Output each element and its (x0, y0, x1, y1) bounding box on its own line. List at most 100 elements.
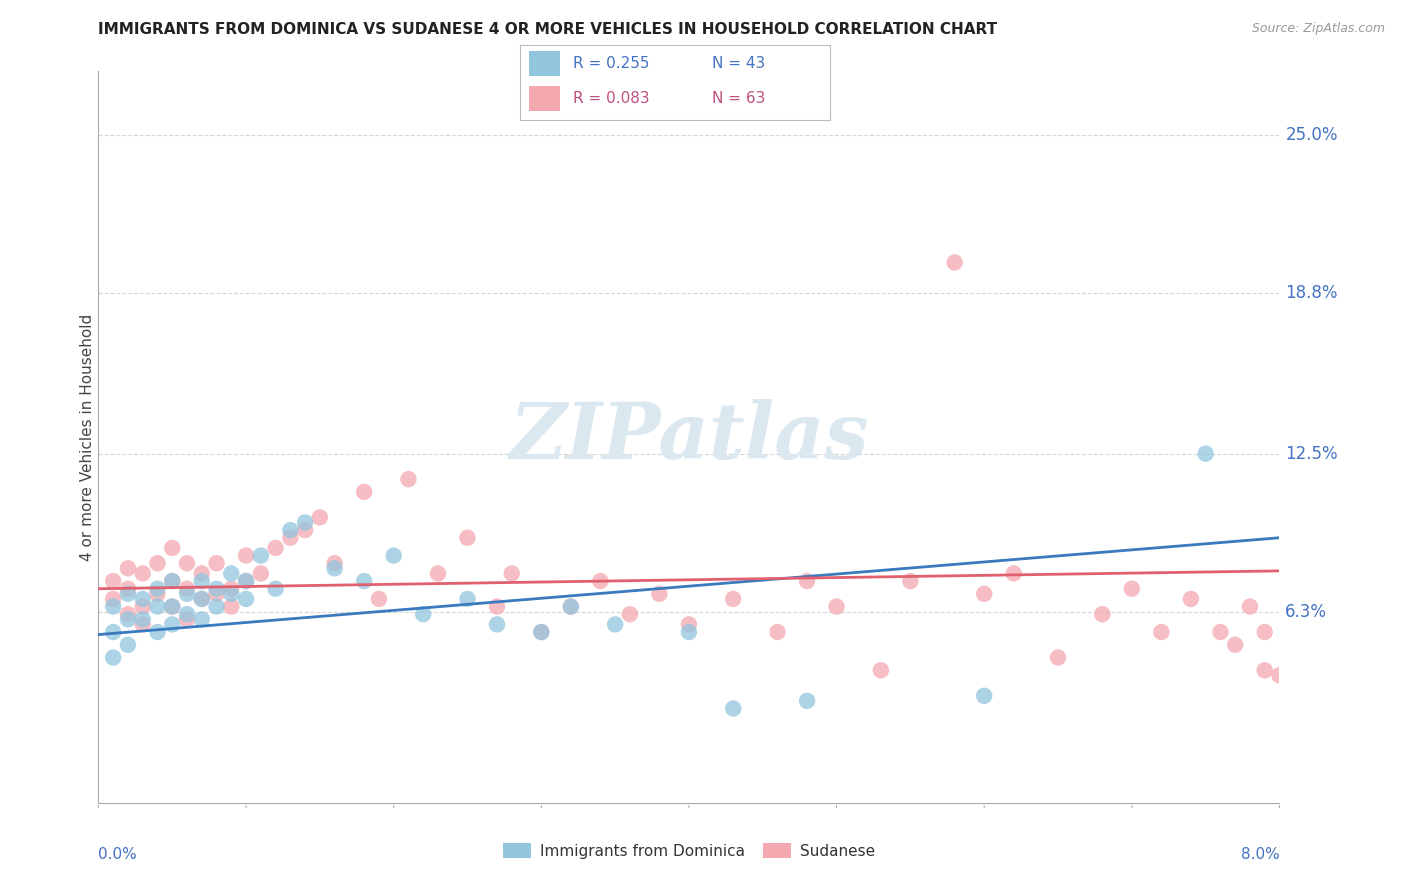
Point (589, 574, 612, 588)
Point (103, 599, 124, 614)
Point (721, 701, 744, 715)
Point (485, 599, 508, 614)
Point (721, 591, 744, 606)
Point (250, 549, 273, 563)
Point (219, 599, 242, 614)
Point (117, 582, 139, 596)
Point (678, 617, 700, 632)
Point (501, 566, 523, 581)
Point (205, 599, 228, 614)
Point (869, 663, 891, 677)
Point (205, 587, 228, 601)
Point (264, 582, 287, 596)
Point (456, 531, 478, 545)
Point (117, 612, 139, 626)
Point (766, 625, 789, 640)
Text: 6.3%: 6.3% (1285, 603, 1327, 621)
Point (308, 510, 332, 524)
Point (235, 574, 257, 588)
Point (146, 625, 169, 640)
Point (530, 625, 553, 640)
Point (1268, 668, 1291, 682)
Point (191, 591, 214, 606)
Point (191, 574, 214, 588)
Point (162, 599, 183, 614)
Point (176, 612, 198, 626)
Point (132, 591, 155, 606)
Legend: Immigrants from Dominica, Sudanese: Immigrants from Dominica, Sudanese (496, 837, 882, 864)
Point (973, 587, 995, 601)
Point (1121, 582, 1143, 596)
Point (117, 607, 139, 622)
Point (103, 591, 124, 606)
Point (353, 484, 375, 499)
Point (323, 561, 346, 575)
Point (1194, 447, 1216, 461)
Point (219, 587, 242, 601)
Bar (530, 52, 561, 77)
Point (162, 599, 183, 614)
Point (205, 556, 228, 570)
Text: Source: ZipAtlas.com: Source: ZipAtlas.com (1251, 22, 1385, 36)
Point (1002, 566, 1025, 581)
Point (103, 625, 124, 640)
Text: 12.5%: 12.5% (1285, 444, 1339, 463)
Point (132, 617, 155, 632)
Point (146, 582, 169, 596)
Point (191, 566, 214, 581)
Point (619, 607, 641, 622)
Point (103, 650, 124, 665)
Point (1254, 663, 1277, 677)
Point (235, 549, 257, 563)
Point (412, 607, 434, 622)
Point (278, 531, 301, 545)
Point (191, 591, 214, 606)
Point (176, 607, 198, 622)
Point (1209, 625, 1232, 640)
Point (146, 599, 169, 614)
Point (162, 541, 183, 555)
Point (605, 617, 627, 632)
Point (1254, 625, 1277, 640)
Point (219, 566, 242, 581)
Point (485, 617, 508, 632)
Text: 0.0%: 0.0% (98, 847, 138, 862)
Point (353, 574, 375, 588)
Point (176, 587, 198, 601)
Point (323, 556, 346, 570)
Point (250, 566, 273, 581)
Point (648, 587, 671, 601)
Point (426, 566, 449, 581)
Text: 8.0%: 8.0% (1240, 847, 1279, 862)
Point (176, 582, 198, 596)
Text: R = 0.083: R = 0.083 (572, 91, 650, 105)
Point (205, 582, 228, 596)
Point (132, 566, 155, 581)
Point (943, 255, 966, 269)
Point (456, 591, 478, 606)
Point (146, 556, 169, 570)
Point (117, 587, 139, 601)
Point (382, 549, 405, 563)
Point (396, 472, 419, 486)
Point (1091, 607, 1114, 622)
Point (1223, 638, 1246, 652)
Text: 25.0%: 25.0% (1285, 126, 1339, 145)
Point (796, 694, 818, 708)
Point (367, 591, 389, 606)
Text: 18.8%: 18.8% (1285, 284, 1339, 302)
Point (219, 582, 242, 596)
Point (1239, 599, 1261, 614)
Text: N = 43: N = 43 (711, 56, 765, 71)
Point (530, 625, 553, 640)
Point (796, 574, 818, 588)
Point (560, 599, 582, 614)
Point (560, 599, 582, 614)
Bar (530, 87, 561, 112)
Point (278, 523, 301, 537)
Point (1150, 625, 1173, 640)
Point (191, 612, 214, 626)
Text: N = 63: N = 63 (711, 91, 765, 105)
Point (825, 599, 848, 614)
Point (678, 625, 700, 640)
